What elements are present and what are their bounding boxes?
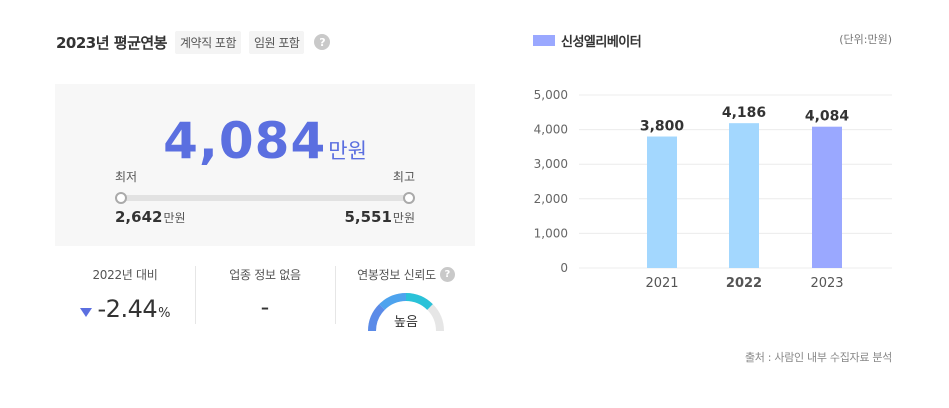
salary-bar-chart: 0 1,000 2,000 3,000 4,000 5,000 3,800 2021 4,186… xyxy=(534,88,892,291)
bar xyxy=(812,126,842,268)
help-icon[interactable]: ? xyxy=(314,34,331,50)
average-salary-value: 4,084 xyxy=(163,112,327,170)
y-tick-label: 4,000 xyxy=(534,123,568,137)
legend-label: 신성엘리베이터 xyxy=(561,35,642,50)
max-salary-unit: 만원 xyxy=(392,211,415,225)
average-salary-unit: 만원 xyxy=(328,139,367,163)
help-icon[interactable]: ? xyxy=(439,267,455,282)
reliability-gauge: 높음 xyxy=(366,291,446,332)
down-arrow-icon xyxy=(79,308,92,317)
page-title: 2023년 평균연봉 xyxy=(56,33,167,52)
data-source: 출처 : 사람인 내부 수집자료 분석 xyxy=(744,351,892,364)
industry-value: - xyxy=(260,293,270,321)
divider xyxy=(195,266,196,324)
x-tick-label: 2021 xyxy=(645,276,678,291)
yoy-change: -2.44 % xyxy=(56,295,194,323)
tag-executive-included: 임원 포함 xyxy=(249,30,305,54)
industry-label: 업종 정보 없음 xyxy=(229,268,301,282)
bar-value-label: 4,084 xyxy=(805,109,850,125)
bar-value-label: 4,186 xyxy=(722,105,766,121)
range-max-knob xyxy=(403,192,415,204)
x-tick-label: 2023 xyxy=(810,276,843,291)
tag-contract-included: 계약직 포함 xyxy=(174,30,241,54)
average-salary: 4,084만원 xyxy=(55,112,475,170)
divider xyxy=(335,266,336,324)
range-min-knob xyxy=(115,192,127,204)
yoy-change-value: -2.44 xyxy=(97,295,158,323)
min-label: 최저 xyxy=(115,170,138,184)
industry-stat: 업종 정보 없음 - xyxy=(196,266,334,321)
y-tick-label: 2,000 xyxy=(534,192,568,206)
min-salary-unit: 만원 xyxy=(163,211,186,225)
bar-value-label: 3,800 xyxy=(640,119,685,135)
y-tick-label: 1,000 xyxy=(534,226,568,240)
max-salary-value: 5,551 xyxy=(344,208,392,226)
max-salary: 5,551만원 xyxy=(344,208,415,226)
chart-unit-note: (단위:만원) xyxy=(839,33,892,46)
chart-legend: 신성엘리베이터 xyxy=(533,31,642,50)
legend-swatch xyxy=(533,35,555,46)
bar xyxy=(647,136,677,268)
header: 2023년 평균연봉 계약직 포함 임원 포함 ? xyxy=(56,30,331,54)
y-tick-label: 5,000 xyxy=(534,88,568,102)
min-salary: 2,642만원 xyxy=(115,208,186,226)
max-label: 최고 xyxy=(392,170,415,184)
average-salary-panel: 4,084만원 최저 최고 2,642만원 5,551만원 xyxy=(55,84,475,246)
x-tick-label: 2022 xyxy=(726,276,762,291)
reliability-label: 연봉정보 신뢰도 xyxy=(357,268,436,282)
yoy-change-label: 2022년 대비 xyxy=(92,268,158,282)
y-tick-label: 0 xyxy=(560,261,568,275)
yoy-change-unit: % xyxy=(158,306,171,321)
y-tick-label: 3,000 xyxy=(534,157,568,171)
salary-range-track xyxy=(121,195,409,201)
yoy-change-stat: 2022년 대비 -2.44 % xyxy=(56,266,194,323)
bar xyxy=(729,123,759,268)
gauge-arc xyxy=(368,293,444,332)
reliability-value: 높음 xyxy=(394,315,418,330)
min-salary-value: 2,642 xyxy=(115,208,163,226)
reliability-stat: 연봉정보 신뢰도 ? 높음 xyxy=(336,266,476,332)
